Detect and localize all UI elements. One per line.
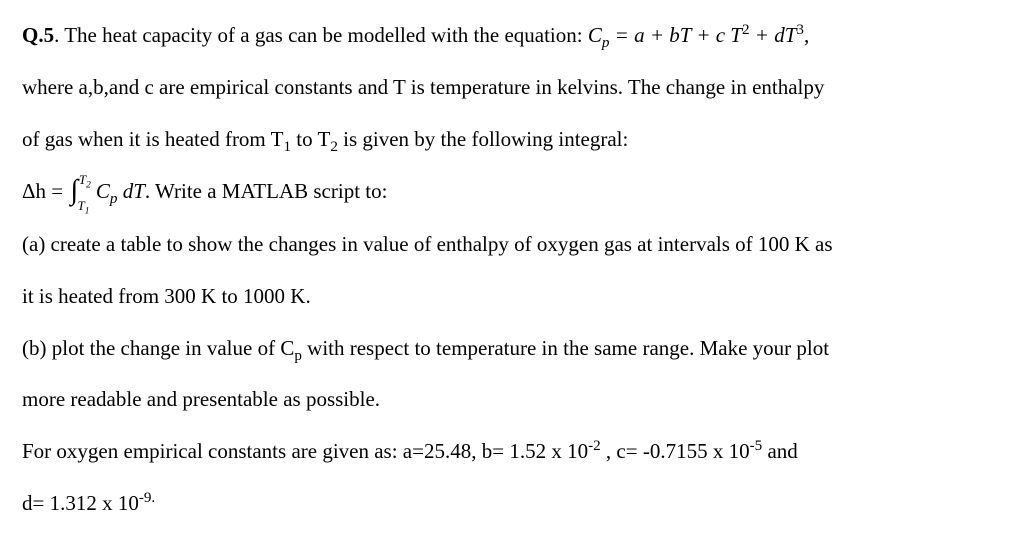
equation-body: = a + bT + c T bbox=[609, 23, 742, 47]
superscript-3: 3 bbox=[796, 22, 804, 38]
text-fragment: to T bbox=[291, 127, 330, 151]
text-fragment: For oxygen empirical constants are given… bbox=[22, 439, 588, 463]
subscript-p: p bbox=[294, 348, 302, 364]
text-fragment: (b) plot the change in value of C bbox=[22, 336, 294, 360]
subscript-2: 2 bbox=[86, 181, 91, 191]
text-fragment: , c= -0.7155 x 10 bbox=[601, 439, 750, 463]
text-fragment: d= 1.312 x 10 bbox=[22, 491, 139, 515]
part-b-line-2: more readable and presentable as possibl… bbox=[22, 380, 1002, 420]
question-line-2: where a,b,and c are empirical constants … bbox=[22, 68, 1002, 108]
text-fragment: is given by the following integral: bbox=[338, 127, 628, 151]
superscript-2: 2 bbox=[742, 22, 750, 38]
part-b-line-1: (b) plot the change in value of Cp with … bbox=[22, 329, 1002, 369]
part-a-line-1: (a) create a table to show the changes i… bbox=[22, 225, 1002, 265]
exponent-d: -9. bbox=[139, 490, 155, 506]
text-fragment: and bbox=[762, 439, 798, 463]
question-line-3: of gas when it is heated from T1 to T2 i… bbox=[22, 120, 1002, 160]
subscript-2: 2 bbox=[330, 139, 338, 155]
exponent-b: -2 bbox=[588, 438, 601, 454]
question-number: Q.5 bbox=[22, 23, 54, 47]
integral-line: Δh = ∫ T1 T2 Cp dT. Write a MATLAB scrip… bbox=[22, 172, 1002, 213]
constants-line-2: d= 1.312 x 10-9. bbox=[22, 484, 1002, 524]
subscript-1: 1 bbox=[85, 207, 90, 217]
text-fragment: of gas when it is heated from T bbox=[22, 127, 283, 151]
var-cp: Cp bbox=[588, 23, 610, 47]
integral-symbol: ∫ T1 T2 bbox=[70, 173, 78, 213]
exponent-c: -5 bbox=[750, 438, 763, 454]
integral-lower-limit: T1 bbox=[78, 194, 90, 219]
integral-upper-limit: T2 bbox=[79, 168, 91, 193]
text-fragment: C bbox=[91, 179, 110, 203]
text-fragment: + dT bbox=[750, 23, 797, 47]
subscript-1: 1 bbox=[283, 139, 291, 155]
integrand-cp: Cp dT bbox=[91, 179, 145, 203]
constants-line-1: For oxygen empirical constants are given… bbox=[22, 432, 1002, 472]
question-line-1: Q.5. The heat capacity of a gas can be m… bbox=[22, 16, 1002, 56]
text-fragment: , bbox=[804, 23, 809, 47]
text-fragment: dT bbox=[117, 179, 144, 203]
delta-h-equals: Δh = bbox=[22, 179, 68, 203]
text-after-integral: . Write a MATLAB script to: bbox=[145, 179, 388, 203]
text-fragment: T bbox=[79, 172, 86, 187]
text-fragment: T bbox=[78, 198, 85, 213]
text-fragment: . The heat capacity of a gas can be mode… bbox=[54, 23, 588, 47]
text-fragment: with respect to temperature in the same … bbox=[302, 336, 829, 360]
text-fragment: C bbox=[588, 23, 602, 47]
part-a-line-2: it is heated from 300 K to 1000 K. bbox=[22, 277, 1002, 317]
